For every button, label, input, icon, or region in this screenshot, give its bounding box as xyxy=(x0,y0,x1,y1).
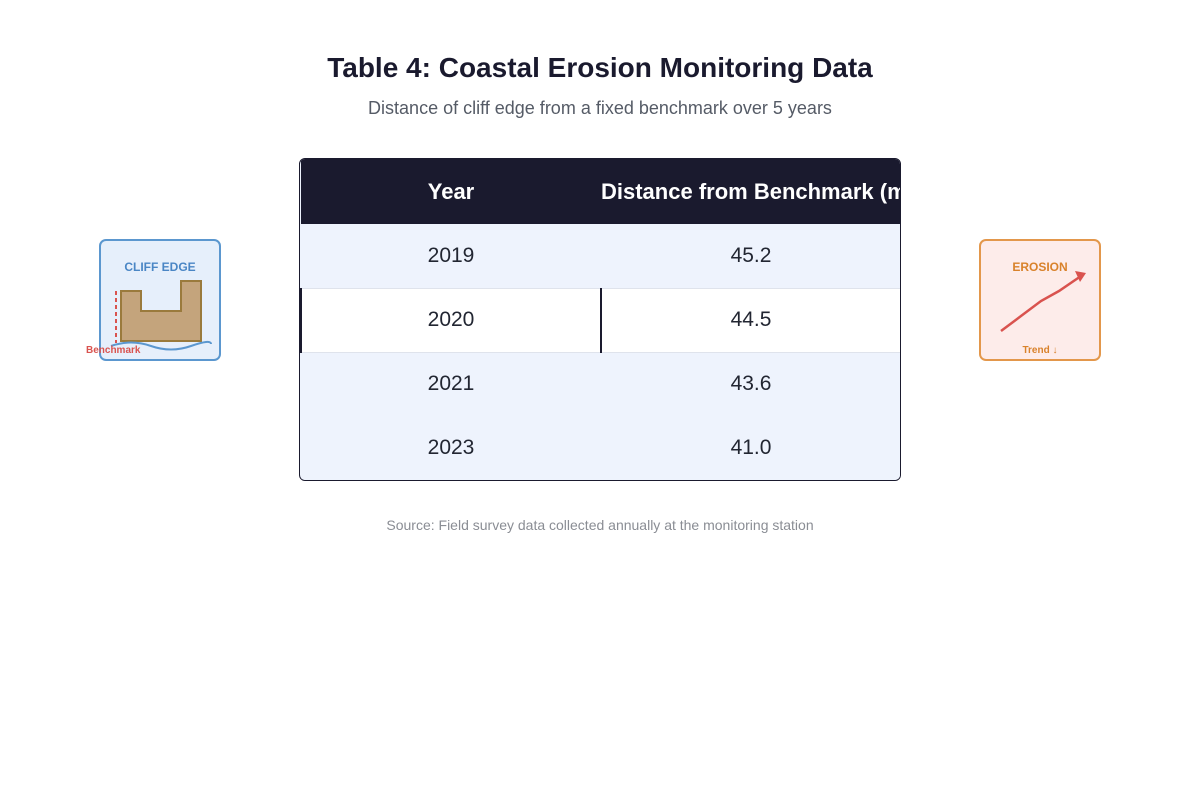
cell-distance: 44.5 xyxy=(600,287,900,353)
cliff-edge-card: CLIFF EDGE xyxy=(99,239,221,361)
header-year: Year xyxy=(427,178,475,204)
table-row: 2023 41.0 xyxy=(301,416,900,480)
erosion-card: EROSION xyxy=(979,239,1101,361)
table-row: 2021 43.6 xyxy=(301,352,900,416)
erosion-trend-icon xyxy=(1000,271,1086,332)
data-table: Year Distance from Benchmark (m) 2019 45… xyxy=(299,158,901,481)
benchmark-label: Benchmark xyxy=(86,345,141,356)
header-distance: Distance from Benchmark (m) xyxy=(601,178,901,204)
source-note: Source: Field survey data collected annu… xyxy=(386,517,814,533)
page-title: Table 4: Coastal Erosion Monitoring Data xyxy=(327,52,873,83)
cell-year: 2019 xyxy=(301,224,601,288)
cell-year: 2023 xyxy=(301,416,601,480)
cliff-edge-label: CLIFF EDGE xyxy=(124,260,196,274)
cell-year: 2020 xyxy=(300,287,601,353)
table-row: 2020 44.5 xyxy=(300,287,900,353)
cell-distance: 45.2 xyxy=(601,224,900,288)
cliff-edge-icon xyxy=(110,280,212,351)
cell-distance: 43.6 xyxy=(601,352,900,416)
trend-label: Trend ↓ xyxy=(1022,345,1058,356)
table-row: 2019 45.2 xyxy=(301,224,900,288)
cell-year: 2021 xyxy=(301,352,601,416)
table-header-row: Year Distance from Benchmark (m) xyxy=(301,159,901,224)
cell-distance: 41.0 xyxy=(601,416,900,480)
erosion-label: EROSION xyxy=(1012,260,1068,274)
page-subtitle: Distance of cliff edge from a fixed benc… xyxy=(368,98,832,118)
